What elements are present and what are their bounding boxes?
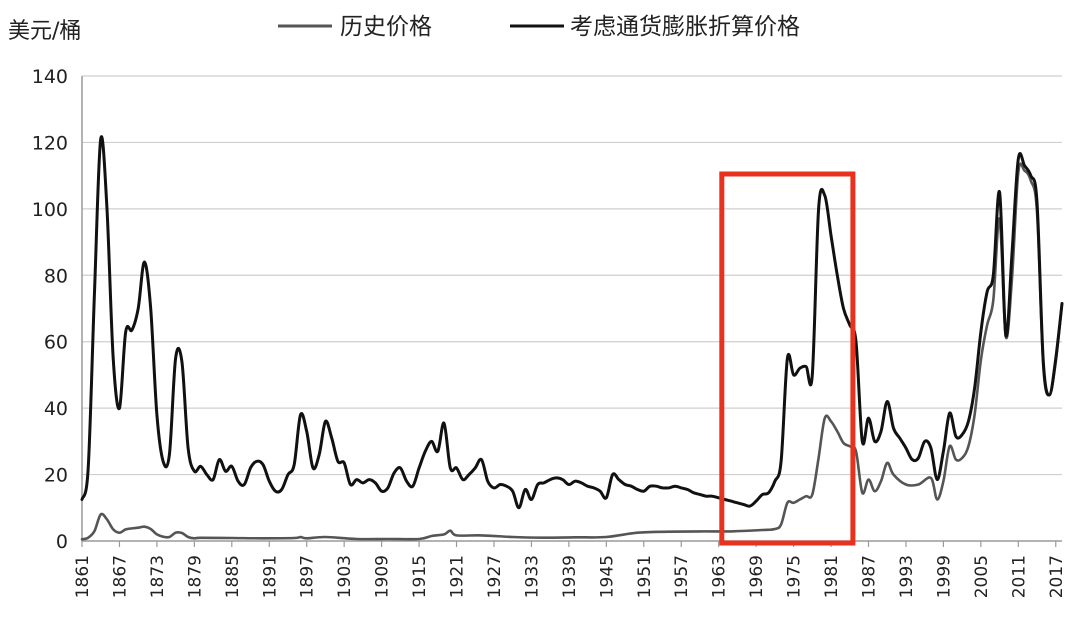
x-tick-label-1903: 1903 <box>335 555 355 598</box>
x-tick-label-1885: 1885 <box>223 555 243 598</box>
x-tick-label-2005: 2005 <box>972 555 992 598</box>
x-tick-label-1915: 1915 <box>410 555 430 598</box>
x-tick-label-1987: 1987 <box>859 555 879 598</box>
x-tick-label-1933: 1933 <box>522 555 542 598</box>
x-axis-ticks: 1861 1867 1873 1879 1885 1891 1897 1903 1909 1915… <box>73 541 1067 598</box>
x-tick-label-1897: 1897 <box>298 555 318 598</box>
x-tick-label-1909: 1909 <box>373 555 393 598</box>
x-tick-label-1957: 1957 <box>672 555 692 598</box>
highlight-box <box>719 171 856 546</box>
legend: 历史价格 考虑通货膨胀折算价格 <box>278 14 800 40</box>
x-tick-label-1993: 1993 <box>897 555 917 598</box>
legend-item-inflation-adjusted: 考虑通货膨胀折算价格 <box>510 14 800 40</box>
y-tick-label-40: 40 <box>44 398 68 420</box>
x-tick-label-1873: 1873 <box>148 555 168 598</box>
y-tick-label-60: 60 <box>44 332 68 354</box>
y-tick-label-0: 0 <box>56 531 68 553</box>
y-axis-ticks: 0 20 40 60 80 100 120 140 <box>32 66 68 553</box>
y-tick-label-100: 100 <box>32 199 68 221</box>
x-tick-label-1945: 1945 <box>597 555 617 598</box>
legend-label-historical: 历史价格 <box>340 14 432 40</box>
x-tick-label-1879: 1879 <box>185 555 205 598</box>
y-tick-label-80: 80 <box>44 265 68 287</box>
legend-item-historical: 历史价格 <box>278 14 432 40</box>
x-tick-label-1921: 1921 <box>448 555 468 598</box>
x-tick-label-1975: 1975 <box>785 555 805 598</box>
x-tick-label-2017: 2017 <box>1047 555 1067 598</box>
series-line-inflation-adjusted <box>80 135 1064 510</box>
x-tick-label-1951: 1951 <box>635 555 655 598</box>
x-tick-label-1939: 1939 <box>560 555 580 598</box>
gridlines <box>81 75 1062 542</box>
y-tick-label-140: 140 <box>32 66 68 88</box>
x-tick-label-1927: 1927 <box>485 555 505 598</box>
x-tick-label-1981: 1981 <box>822 555 842 598</box>
y-tick-label-120: 120 <box>32 132 68 154</box>
x-tick-label-1891: 1891 <box>260 555 280 598</box>
x-tick-label-1969: 1969 <box>747 555 767 598</box>
x-tick-label-1963: 1963 <box>710 555 730 598</box>
x-tick-label-2011: 2011 <box>1009 555 1029 598</box>
x-tick-label-1861: 1861 <box>73 555 93 598</box>
y-tick-label-20: 20 <box>44 465 68 487</box>
series-line-historical <box>80 162 1064 541</box>
x-tick-label-1999: 1999 <box>934 555 954 598</box>
highlight-layer <box>719 171 856 546</box>
y-axis-label: 美元/桶 <box>8 19 81 44</box>
legend-label-inflation-adjusted: 考虑通货膨胀折算价格 <box>570 14 800 40</box>
x-tick-label-1867: 1867 <box>110 555 130 598</box>
series-layer <box>80 135 1064 541</box>
